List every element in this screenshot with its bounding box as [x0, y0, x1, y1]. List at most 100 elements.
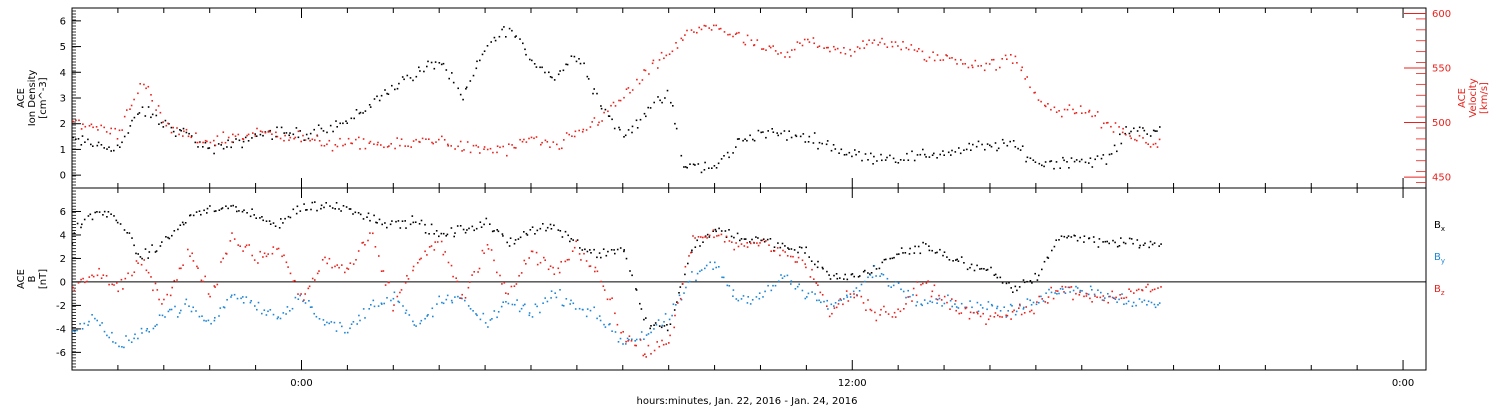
data-point: [289, 216, 292, 219]
data-point: [1058, 110, 1060, 112]
data-point: [749, 241, 751, 243]
data-point: [1063, 291, 1065, 293]
data-point: [658, 325, 661, 327]
data-point: [257, 262, 259, 264]
data-point: [261, 216, 263, 218]
data-point: [1158, 138, 1161, 141]
data-point: [411, 215, 414, 217]
data-point: [91, 274, 93, 277]
data-point: [531, 316, 534, 318]
data-point: [947, 151, 950, 154]
data-point: [165, 124, 168, 127]
data-point: [997, 147, 1000, 150]
data-point: [161, 314, 164, 317]
data-point: [349, 208, 352, 210]
data-point: [271, 138, 273, 140]
data-point: [1116, 301, 1118, 303]
data-point: [640, 331, 643, 333]
data-point: [459, 140, 462, 143]
data-point: [430, 223, 433, 226]
data-point: [986, 308, 988, 311]
data-point: [880, 308, 882, 311]
data-point: [731, 241, 733, 243]
data-point: [336, 126, 338, 128]
data-point: [519, 138, 521, 141]
data-point: [95, 126, 98, 128]
data-point: [816, 46, 819, 48]
data-point: [355, 138, 357, 141]
data-point: [968, 142, 970, 145]
data-point: [1151, 289, 1154, 291]
data-point: [362, 241, 365, 244]
data-point: [1060, 235, 1063, 237]
data-point: [216, 135, 219, 137]
data-point: [625, 88, 628, 90]
data-point: [1051, 249, 1053, 252]
data-point: [1006, 314, 1009, 317]
data-point: [1068, 167, 1070, 169]
data-point: [875, 319, 878, 322]
data-point: [84, 125, 87, 128]
data-point: [805, 266, 807, 269]
data-point: [1062, 288, 1064, 290]
data-point: [647, 344, 650, 347]
data-point: [346, 267, 348, 270]
data-point: [757, 129, 760, 132]
data-point: [660, 326, 663, 329]
data-point: [304, 139, 307, 141]
data-point: [328, 257, 331, 260]
data-point: [1100, 157, 1103, 160]
data-point: [618, 126, 620, 129]
data-point: [810, 260, 813, 262]
data-point: [1078, 294, 1081, 296]
data-point: [798, 246, 801, 248]
data-point: [418, 258, 421, 261]
data-point: [383, 302, 385, 305]
data-point: [221, 141, 223, 144]
data-point: [294, 136, 297, 139]
scatter-series: [72, 261, 1161, 349]
data-point: [979, 315, 982, 318]
data-point: [569, 240, 571, 243]
data-point: [584, 248, 586, 251]
data-point: [377, 141, 379, 144]
data-point: [767, 284, 769, 287]
data-point: [318, 140, 321, 142]
data-point: [192, 260, 195, 262]
data-point: [256, 308, 258, 311]
data-point: [424, 317, 426, 320]
data-point: [546, 300, 549, 303]
data-point: [395, 220, 397, 223]
data-point: [913, 252, 916, 254]
data-point: [702, 241, 704, 243]
data-point: [618, 99, 620, 102]
data-point: [772, 45, 774, 47]
data-point: [960, 302, 963, 305]
data-point: [443, 139, 446, 141]
data-point: [870, 272, 873, 274]
data-point: [692, 235, 694, 237]
data-point: [114, 127, 116, 130]
data-point: [957, 260, 960, 262]
y-tick-label-left: 3: [60, 94, 66, 105]
data-point: [391, 84, 393, 87]
data-point: [603, 111, 605, 114]
data-point: [757, 244, 760, 247]
data-point: [979, 268, 981, 270]
data-point: [663, 57, 665, 60]
data-point: [625, 257, 628, 260]
data-point: [1114, 241, 1116, 244]
data-point: [919, 252, 922, 255]
data-point: [250, 300, 252, 302]
data-point: [328, 139, 331, 142]
data-point: [951, 305, 953, 308]
data-point: [325, 202, 327, 204]
data-point: [1053, 167, 1055, 170]
data-point: [788, 248, 790, 250]
data-point: [364, 110, 367, 112]
data-point: [81, 223, 83, 226]
data-point: [576, 239, 579, 241]
data-point: [800, 246, 803, 249]
data-point: [968, 317, 971, 320]
data-point: [598, 315, 601, 317]
